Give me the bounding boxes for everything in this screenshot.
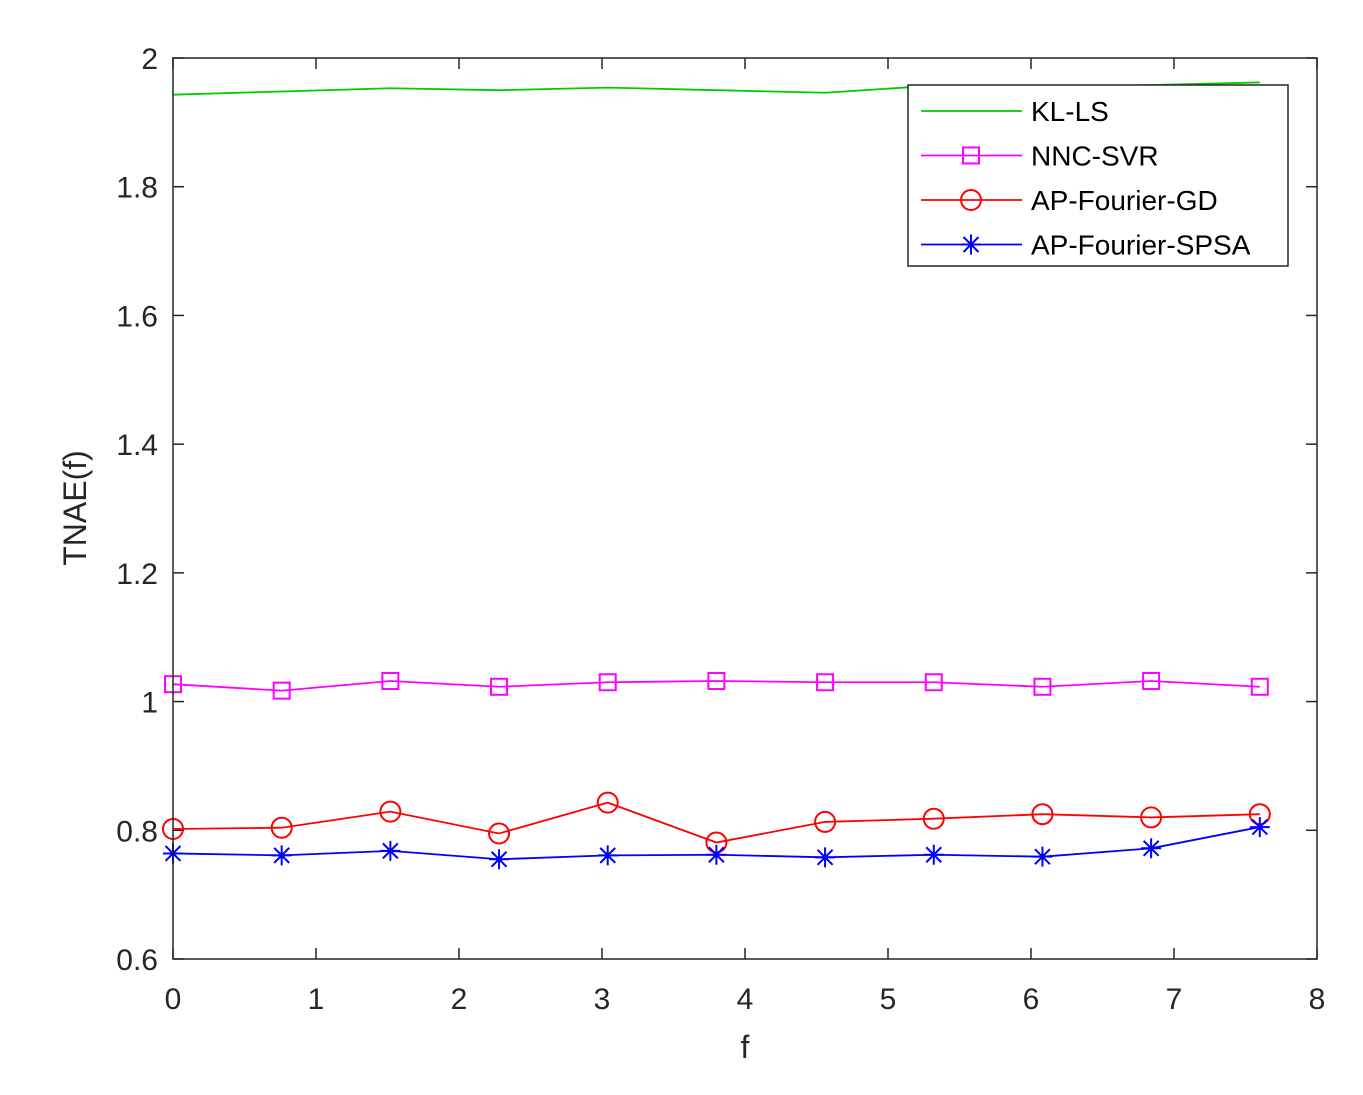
x-tick-label: 2 bbox=[451, 983, 468, 1016]
circle-marker bbox=[488, 822, 511, 845]
asterisk-marker bbox=[815, 847, 836, 868]
x-tick-label: 1 bbox=[308, 983, 325, 1016]
y-tick-label: 1.4 bbox=[116, 429, 158, 462]
square-marker bbox=[381, 671, 400, 690]
asterisk-marker bbox=[489, 849, 510, 870]
square-marker bbox=[962, 146, 980, 165]
circle-marker bbox=[922, 807, 945, 830]
square-marker bbox=[272, 681, 291, 700]
square-marker bbox=[1250, 677, 1269, 696]
y-tick-label: 2 bbox=[141, 43, 158, 76]
square-marker bbox=[490, 677, 509, 696]
asterisk-marker bbox=[923, 844, 944, 865]
x-tick-label: 4 bbox=[737, 983, 754, 1016]
y-tick-label: 1 bbox=[141, 687, 158, 720]
asterisk-marker bbox=[961, 234, 981, 255]
asterisk-marker bbox=[1032, 846, 1053, 867]
legend-entry: KL-LS bbox=[921, 96, 1109, 127]
circle-marker bbox=[1140, 806, 1163, 829]
square-marker bbox=[598, 673, 617, 692]
legend-label: NNC-SVR bbox=[1031, 141, 1159, 172]
y-axis-label: TNAE(f) bbox=[57, 450, 93, 566]
circle-marker bbox=[270, 816, 293, 839]
asterisk-marker bbox=[1141, 838, 1162, 859]
legend-entry: AP-Fourier-SPSA bbox=[921, 230, 1251, 261]
x-tick-label: 8 bbox=[1309, 983, 1326, 1016]
legend-label: AP-Fourier-GD bbox=[1031, 185, 1218, 216]
series-nnc-svr bbox=[164, 671, 1269, 700]
y-tick-label: 1.2 bbox=[116, 558, 158, 591]
y-tick-label: 1.8 bbox=[116, 172, 158, 205]
asterisk-marker bbox=[380, 840, 401, 861]
y-tick-labels: 0.6 0.8 1 1.2 1.4 1.6 1.8 2 bbox=[116, 43, 158, 977]
legend-label: AP-Fourier-SPSA bbox=[1031, 230, 1251, 261]
asterisk-marker bbox=[597, 845, 618, 866]
square-marker bbox=[1142, 671, 1161, 690]
x-tick-label: 6 bbox=[1023, 983, 1040, 1016]
x-tick-labels: 0 1 2 3 4 5 6 7 8 bbox=[165, 983, 1326, 1016]
square-marker bbox=[707, 671, 726, 690]
square-marker bbox=[816, 673, 835, 692]
x-tick-label: 0 bbox=[165, 983, 182, 1016]
square-marker bbox=[1033, 677, 1052, 696]
circle-marker bbox=[960, 189, 982, 211]
legend: KL-LS NNC-SVR AP-Fourier-GD AP-Fourier-SPSA bbox=[907, 84, 1289, 267]
legend-entry: AP-Fourier-GD bbox=[921, 185, 1218, 216]
series-ap-fourier-gd bbox=[162, 791, 1271, 854]
x-tick-label: 7 bbox=[1166, 983, 1183, 1016]
asterisk-marker bbox=[706, 844, 727, 865]
circle-marker bbox=[596, 791, 619, 814]
legend-entry: NNC-SVR bbox=[921, 141, 1159, 172]
circle-marker bbox=[1031, 803, 1054, 826]
plot-frame bbox=[172, 57, 1318, 960]
y-tick-label: 1.6 bbox=[116, 300, 158, 333]
legend-label: KL-LS bbox=[1031, 96, 1109, 127]
y-tick-label: 0.6 bbox=[116, 944, 158, 977]
series-ap-fourier-spsa bbox=[163, 817, 1270, 870]
y-tick-label: 0.8 bbox=[116, 815, 158, 848]
square-marker bbox=[924, 673, 943, 692]
circle-marker bbox=[379, 800, 402, 823]
series-line bbox=[172, 680, 1260, 692]
x-axis-label: f bbox=[741, 1029, 750, 1065]
x-tick-label: 5 bbox=[880, 983, 897, 1016]
circle-marker bbox=[814, 810, 837, 833]
series-line bbox=[172, 801, 1260, 844]
asterisk-marker bbox=[271, 845, 292, 866]
x-tick-label: 3 bbox=[594, 983, 611, 1016]
asterisk-marker bbox=[1249, 817, 1270, 838]
